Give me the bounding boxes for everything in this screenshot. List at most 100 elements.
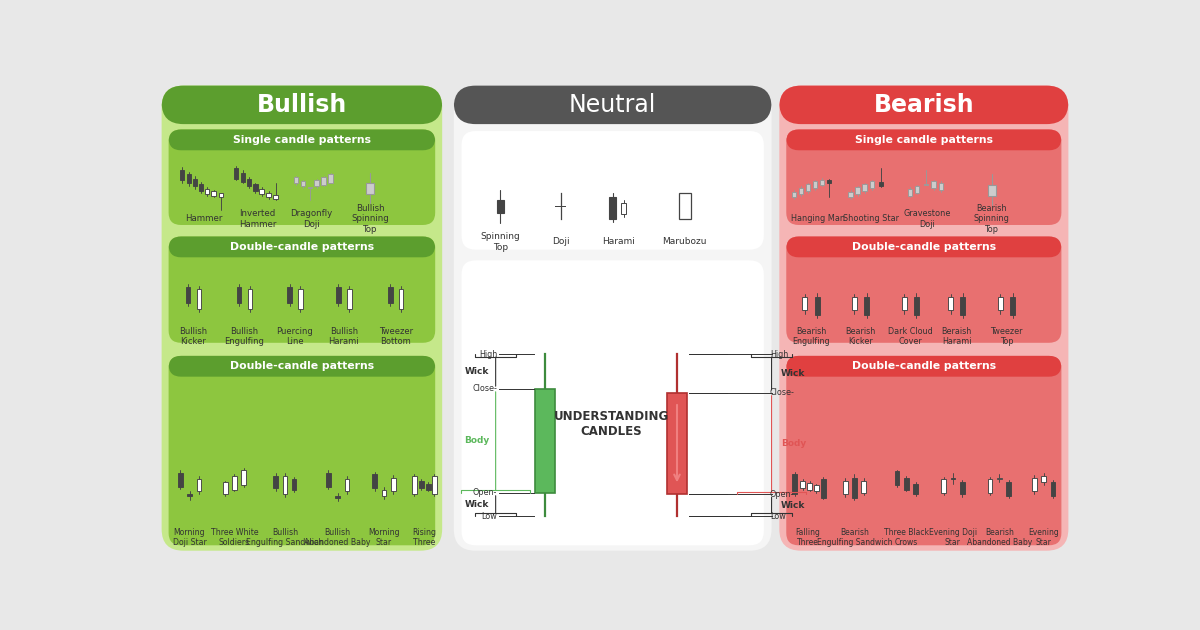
Text: Bearish
Engulfing: Bearish Engulfing — [792, 327, 830, 347]
Bar — [812, 181, 817, 188]
Bar — [863, 184, 866, 191]
Bar — [556, 206, 566, 207]
Bar — [842, 481, 847, 495]
Bar — [870, 181, 875, 188]
Text: Doji: Doji — [552, 238, 570, 246]
Bar — [1007, 482, 1012, 496]
Text: Shooting Star: Shooting Star — [842, 214, 899, 223]
Bar — [610, 197, 616, 219]
Bar — [234, 168, 238, 179]
Bar — [247, 179, 251, 186]
Bar — [412, 476, 416, 495]
Text: High: High — [770, 350, 788, 359]
Text: Evening
Star: Evening Star — [1028, 528, 1058, 547]
FancyBboxPatch shape — [168, 236, 436, 257]
Bar — [948, 297, 953, 311]
Bar — [322, 177, 325, 185]
Bar — [366, 183, 374, 194]
FancyBboxPatch shape — [786, 130, 1061, 225]
Text: Low: Low — [770, 512, 786, 520]
Text: Morning
Doji Star: Morning Doji Star — [173, 528, 206, 547]
Text: Wick: Wick — [781, 501, 805, 510]
Bar — [274, 476, 278, 488]
Bar — [391, 478, 396, 491]
Bar — [259, 189, 264, 194]
Text: Tweezer
Top: Tweezer Top — [990, 327, 1022, 347]
Bar — [901, 297, 906, 311]
Bar — [997, 478, 1002, 479]
Bar — [426, 484, 431, 490]
Text: Bearish: Bearish — [874, 93, 974, 117]
Bar — [314, 180, 319, 186]
FancyBboxPatch shape — [162, 86, 442, 551]
FancyBboxPatch shape — [168, 130, 436, 225]
FancyBboxPatch shape — [786, 356, 1061, 546]
Bar — [197, 479, 202, 491]
Bar — [266, 193, 271, 197]
Text: Bullish
Spinning
Top: Bullish Spinning Top — [352, 204, 389, 234]
Text: Double-candle patterns: Double-candle patterns — [852, 361, 996, 371]
Text: Single candle patterns: Single candle patterns — [233, 135, 371, 145]
Bar — [913, 484, 918, 495]
FancyBboxPatch shape — [779, 86, 1068, 124]
Text: Wick: Wick — [466, 367, 490, 376]
FancyBboxPatch shape — [168, 356, 436, 377]
Bar — [344, 479, 349, 491]
Text: Three White
Soldiers: Three White Soldiers — [211, 528, 258, 547]
Text: Double-candle patterns: Double-candle patterns — [852, 242, 996, 252]
Bar — [497, 200, 504, 213]
Bar — [924, 184, 928, 185]
Bar — [1050, 482, 1055, 496]
Bar — [814, 485, 818, 491]
Bar — [799, 188, 803, 194]
Bar — [205, 189, 210, 194]
Bar — [220, 193, 223, 197]
Bar — [1032, 478, 1037, 491]
Bar — [862, 481, 866, 493]
FancyBboxPatch shape — [168, 130, 436, 151]
Bar — [247, 289, 252, 309]
Bar — [864, 297, 869, 315]
Text: Bullish: Bullish — [257, 93, 347, 117]
Text: Double-candle patterns: Double-candle patterns — [230, 361, 374, 371]
Bar — [667, 393, 688, 495]
Bar — [815, 297, 820, 315]
Bar — [274, 195, 277, 199]
Text: Wick: Wick — [466, 500, 490, 509]
Text: Rising
Three: Rising Three — [413, 528, 437, 547]
Bar — [1042, 476, 1046, 482]
Bar — [800, 481, 805, 488]
Bar — [232, 476, 236, 490]
Text: Bearish
Spinning
Top: Bearish Spinning Top — [973, 204, 1009, 234]
FancyBboxPatch shape — [786, 130, 1061, 151]
Bar — [335, 496, 340, 498]
Bar — [287, 287, 292, 303]
Bar — [820, 180, 824, 185]
Bar — [187, 174, 191, 183]
Text: Bearish
Kicker: Bearish Kicker — [846, 327, 876, 347]
Bar — [193, 179, 197, 186]
Text: Beraish
Harami: Beraish Harami — [942, 327, 972, 347]
Text: Three Black
Crows: Three Black Crows — [884, 528, 929, 547]
Bar — [178, 473, 182, 487]
Text: Bullish
Harami: Bullish Harami — [329, 327, 359, 347]
Text: Harami: Harami — [601, 238, 635, 246]
Bar — [186, 287, 191, 303]
Bar — [282, 476, 287, 495]
FancyBboxPatch shape — [168, 356, 436, 546]
Text: Falling
Three: Falling Three — [796, 528, 821, 547]
FancyBboxPatch shape — [462, 260, 763, 546]
Bar — [960, 482, 965, 495]
Bar — [806, 184, 810, 191]
Bar — [253, 184, 258, 191]
Bar — [432, 476, 437, 495]
Text: Hammer: Hammer — [186, 214, 223, 223]
FancyBboxPatch shape — [454, 86, 772, 551]
Text: Bearish
Abandoned Baby: Bearish Abandoned Baby — [967, 528, 1032, 547]
Bar — [931, 181, 936, 188]
Text: Hanging Man: Hanging Man — [791, 214, 845, 223]
Bar — [294, 177, 298, 183]
Bar — [895, 471, 900, 485]
FancyBboxPatch shape — [462, 131, 763, 249]
Text: Bullish
Engulfing Sandwich: Bullish Engulfing Sandwich — [246, 528, 324, 547]
